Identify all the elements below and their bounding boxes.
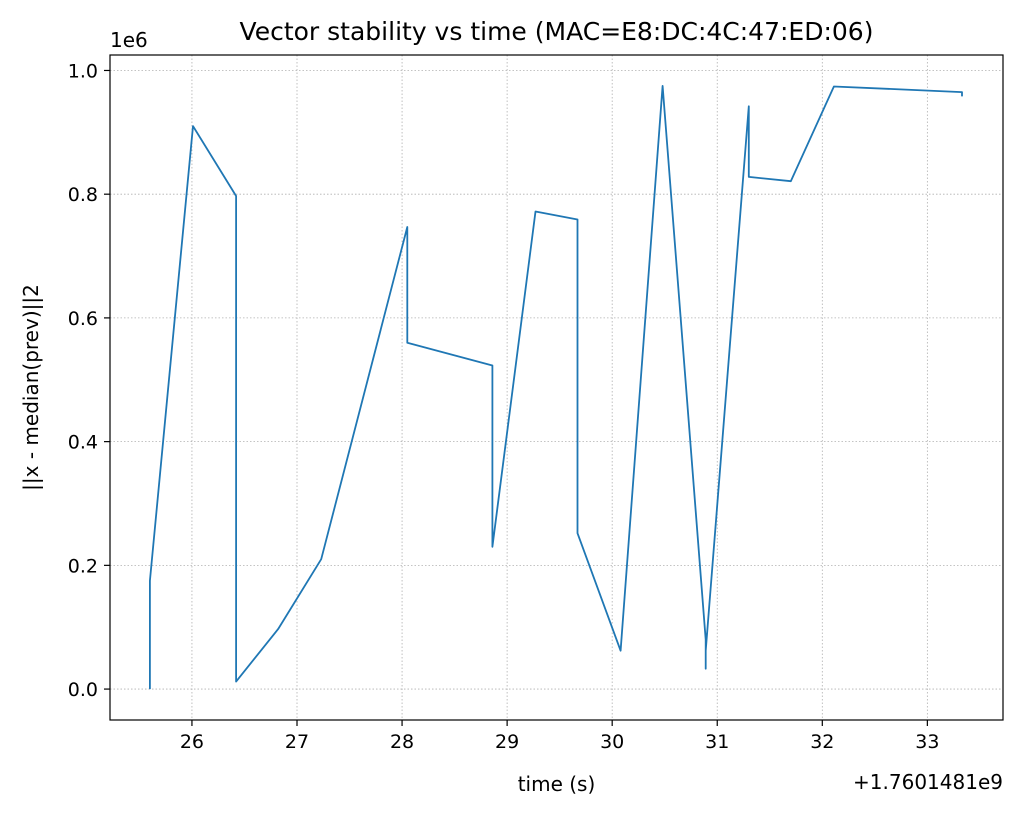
series-line xyxy=(148,85,963,690)
y-tick-label: 0.6 xyxy=(68,308,98,330)
x-tick-label: 31 xyxy=(705,731,729,753)
x-tick-label: 26 xyxy=(180,731,204,753)
x-tick-label: 33 xyxy=(915,731,939,753)
y-scale-label: 1e6 xyxy=(110,28,148,52)
x-tick-label: 29 xyxy=(495,731,519,753)
grid-lines xyxy=(110,55,1003,720)
y-tick-label: 0.0 xyxy=(68,679,98,701)
x-tick-label: 32 xyxy=(810,731,834,753)
x-axis-label: time (s) xyxy=(518,772,596,796)
plot-frame xyxy=(109,54,1004,721)
axis-ticks: 26 27 28 29 30 31 32 33 0.0 0.2 0.4 0.6 0.8 1.0 xyxy=(68,60,940,753)
y-tick-label: 0.2 xyxy=(68,555,98,577)
x-tick-label: 27 xyxy=(285,731,309,753)
chart-title: Vector stability vs time (MAC=E8:DC:4C:4… xyxy=(240,17,874,46)
x-tick-label: 30 xyxy=(600,731,624,753)
y-axis-label: ||x - median(prev)||2 xyxy=(19,284,43,491)
x-tick-label: 28 xyxy=(390,731,414,753)
y-tick-label: 0.8 xyxy=(68,184,98,206)
series-layer xyxy=(148,85,963,690)
y-tick-label: 0.4 xyxy=(68,432,98,454)
y-tick-label: 1.0 xyxy=(68,60,98,82)
x-offset-label: +1.7601481e9 xyxy=(853,770,1003,794)
